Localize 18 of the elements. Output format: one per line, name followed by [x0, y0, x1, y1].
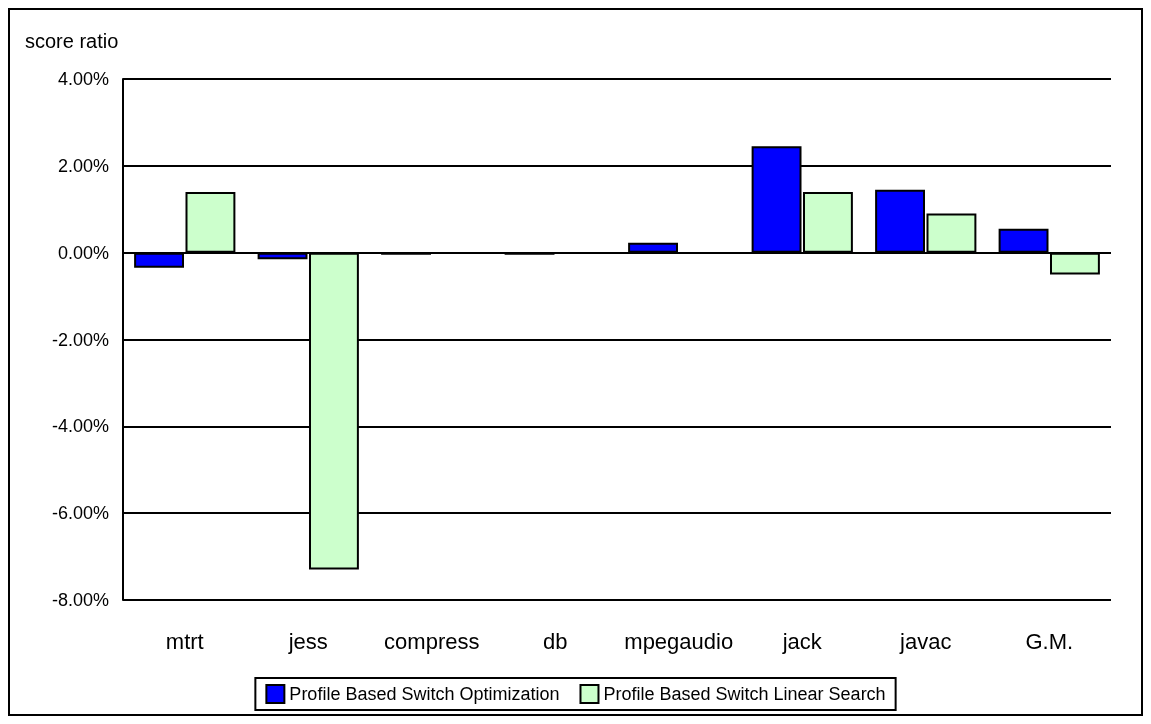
y-tick-label: -8.00%	[51, 590, 109, 610]
legend-label: Profile Based Switch Optimization	[289, 684, 560, 704]
x-tick-label: jess	[287, 628, 328, 654]
y-axis-title: score ratio	[25, 30, 119, 52]
y-tick-label: -2.00%	[51, 329, 109, 350]
y-tick-label: -6.00%	[51, 503, 109, 524]
y-tick-label: 2.00%	[57, 155, 109, 176]
x-tick-label: javac	[899, 628, 952, 654]
y-tick-label: 0.00%	[57, 242, 109, 263]
y-tick-label: -4.00%	[51, 416, 109, 437]
y-tick-label: 4.00%	[57, 69, 109, 89]
x-tick-label: mpegaudio	[624, 628, 734, 654]
x-tick-label: mtrt	[165, 628, 204, 654]
x-tick-label: db	[543, 628, 568, 654]
legend-label: Profile Based Switch Linear Search	[603, 684, 886, 704]
x-tick-label: jack	[781, 628, 823, 654]
x-tick-label: compress	[384, 628, 480, 654]
x-tick-label: G.M.	[1025, 628, 1074, 654]
